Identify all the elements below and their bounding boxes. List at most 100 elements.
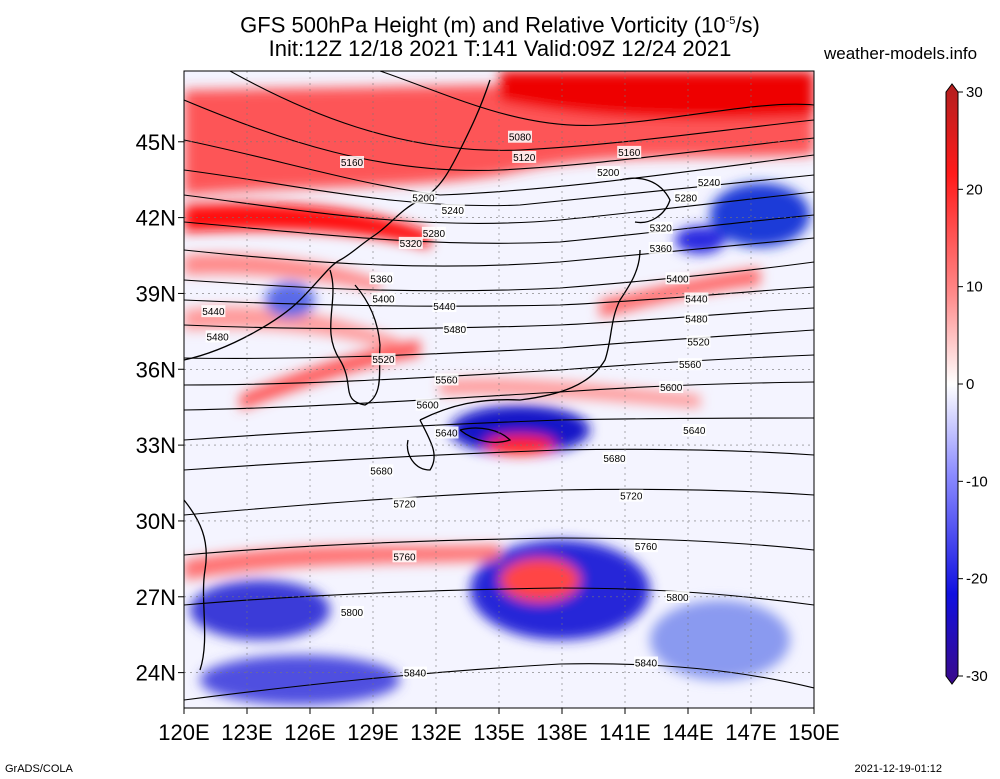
contour-label: 5600 xyxy=(416,401,439,412)
lon-label: 132E xyxy=(410,720,461,745)
contour-label-bg xyxy=(648,221,673,234)
contour-label-bg xyxy=(371,292,396,305)
lon-label: 150E xyxy=(788,720,839,745)
contour-label: 5360 xyxy=(370,274,393,285)
lat-label: 33N xyxy=(136,433,176,458)
coastline-china-mainland xyxy=(184,79,491,361)
vorticity-patch-shikoku xyxy=(450,405,590,455)
contour-label-bg xyxy=(617,145,642,158)
contour-label: 5600 xyxy=(660,383,683,394)
contour-5120 xyxy=(229,71,814,151)
coastlines xyxy=(184,79,671,671)
lat-label: 30N xyxy=(136,509,176,534)
contour-label-bg xyxy=(648,241,673,254)
contour-label-bg xyxy=(619,489,644,502)
contour-5720 xyxy=(184,488,814,516)
title-main-text: GFS 500hPa Height (m) and Relative Vorti… xyxy=(240,12,726,38)
contour-label-bg xyxy=(659,380,684,393)
vorticity-band-east-38n xyxy=(600,268,760,318)
lon-label: 141E xyxy=(599,720,650,745)
contour-label: 5080 xyxy=(509,133,532,144)
contour-label-bg xyxy=(403,666,427,679)
contour-5800 xyxy=(184,587,814,606)
contour-label-bg xyxy=(369,464,394,477)
contour-5280 xyxy=(184,191,814,224)
vorticity-band-28n xyxy=(184,545,500,580)
colorbar-label: -30 xyxy=(966,668,988,685)
contour-5760 xyxy=(184,537,814,556)
contour-5200 xyxy=(184,139,814,196)
lat-label: 45N xyxy=(136,130,176,155)
contour-label: 5560 xyxy=(435,375,458,386)
contour-label: 5400 xyxy=(666,274,689,285)
contour-label-bg xyxy=(678,358,703,371)
lat-label: 24N xyxy=(136,661,176,686)
lat-label: 42N xyxy=(136,206,176,231)
contour-label: 5280 xyxy=(675,193,698,204)
contour-label-bg xyxy=(596,166,621,179)
lon-label: 126E xyxy=(284,720,335,745)
map-area xyxy=(184,71,814,708)
colorbar-label: 30 xyxy=(966,84,983,101)
contour-label: 5440 xyxy=(202,307,225,318)
graticule xyxy=(184,71,814,708)
lon-label: 123E xyxy=(221,720,272,745)
contour-label: 5760 xyxy=(635,542,658,553)
contour-label: 5800 xyxy=(666,593,689,604)
contour-label-bg xyxy=(512,150,537,163)
contour-label-bg xyxy=(602,451,627,464)
contour-label: 5480 xyxy=(685,315,708,326)
contour-label-bg xyxy=(684,292,709,305)
contour-label-bg xyxy=(634,540,658,553)
contour-label-bg xyxy=(434,373,459,386)
contour-5480 xyxy=(184,307,814,330)
title-units-end: /s) xyxy=(735,12,760,38)
contour-label-bg xyxy=(440,204,465,217)
contour-label-bg xyxy=(392,550,417,563)
vorticity-patch-southeast xyxy=(650,600,790,680)
contour-label: 5200 xyxy=(412,193,435,204)
footer-software: GrADS/COLA xyxy=(5,763,73,775)
title-line-2: Init:12Z 12/18 2021 T:141 Valid:09Z 12/2… xyxy=(268,36,732,61)
colorbar-label: -10 xyxy=(966,473,988,490)
contour-label: 5800 xyxy=(341,608,364,619)
contour-label-bg xyxy=(686,335,711,348)
contour-label: 5840 xyxy=(635,659,658,670)
lon-label: 129E xyxy=(347,720,398,745)
contour-label: 5360 xyxy=(650,244,673,255)
coastline-honshu xyxy=(419,249,641,421)
contour-labels: 5080512051605160520052005240524052805280… xyxy=(201,130,721,680)
coastline-hokkaido xyxy=(619,177,671,224)
site-credit: weather-models.info xyxy=(824,44,978,63)
vorticity-band-34n xyxy=(440,378,700,408)
contour-label-bg xyxy=(665,590,690,603)
contour-label: 5560 xyxy=(679,360,702,371)
contour-label-bg xyxy=(421,226,446,239)
contour-5520 xyxy=(184,329,814,359)
contour-label: 5240 xyxy=(442,206,465,217)
vorticity-patch-east xyxy=(675,226,725,254)
contour-label-bg xyxy=(442,322,467,335)
contour-label: 5120 xyxy=(513,153,536,164)
lon-label: 138E xyxy=(536,720,587,745)
contour-label: 5440 xyxy=(433,302,456,313)
title-line-1: GFS 500hPa Height (m) and Relative Vorti… xyxy=(150,8,850,38)
lon-label: 135E xyxy=(473,720,524,745)
contour-label: 5680 xyxy=(603,454,626,465)
colorbar-label: -20 xyxy=(966,571,988,588)
lon-label: 144E xyxy=(662,720,713,745)
contour-label-bg xyxy=(392,497,417,510)
contour-5360 xyxy=(184,237,814,267)
contour-5640 xyxy=(184,417,814,441)
contour-label: 5480 xyxy=(444,325,467,336)
contour-label-bg xyxy=(201,305,226,318)
contour-label: 5760 xyxy=(393,552,416,563)
contour-5160 xyxy=(184,99,814,172)
vorticity-band-37n xyxy=(184,306,400,352)
contour-label-bg xyxy=(673,191,698,204)
contour-label: 5720 xyxy=(620,492,643,503)
coastline-kyushu xyxy=(406,419,435,471)
lat-label: 27N xyxy=(136,585,176,610)
contour-5320 xyxy=(184,214,814,244)
